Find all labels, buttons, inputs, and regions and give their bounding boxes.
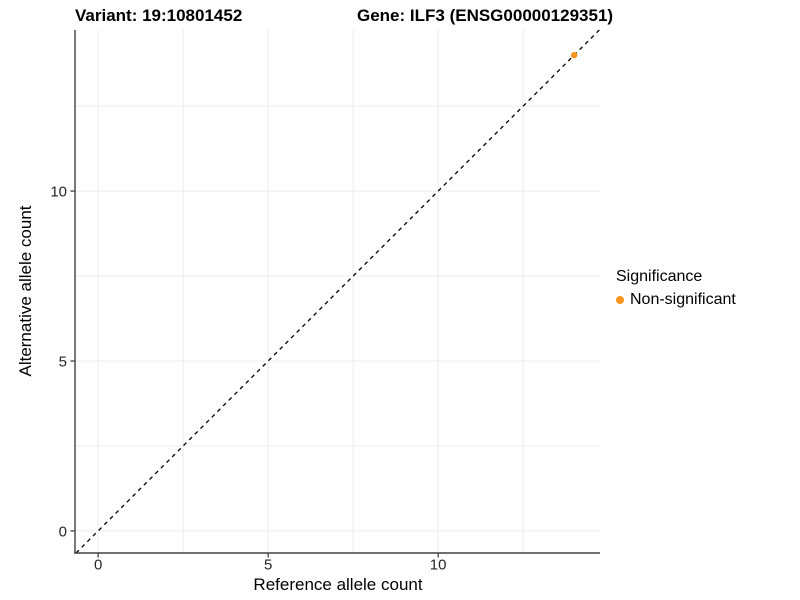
legend-item-label: Non-significant — [630, 291, 736, 308]
x-axis-title: Reference allele count — [253, 575, 423, 594]
legend-point-icon — [616, 296, 624, 304]
legend: Significance Non-significant — [616, 268, 736, 309]
legend-item-non-significant: Non-significant — [616, 291, 736, 309]
plot-title-gene: Gene: ILF3 (ENSG00000129351) — [357, 6, 614, 25]
legend-title: Significance — [616, 268, 703, 285]
x-tick-label: 10 — [430, 557, 447, 574]
identity-line — [75, 29, 600, 554]
y-axis-title: Alternative allele count — [16, 205, 35, 377]
data-point — [570, 51, 578, 59]
y-tick-label: 0 — [59, 523, 67, 540]
plot-title-variant: Variant: 19:10801452 — [75, 6, 243, 25]
y-tick-label: 10 — [50, 184, 67, 201]
y-tick-label: 5 — [59, 353, 67, 370]
x-tick-label: 0 — [94, 557, 102, 574]
x-tick-label: 5 — [264, 557, 272, 574]
